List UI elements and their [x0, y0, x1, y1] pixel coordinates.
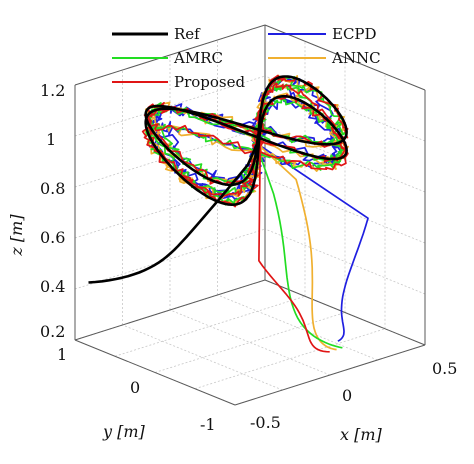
axes-box — [74, 24, 426, 406]
legend-entry-annc: ANNC — [268, 49, 381, 67]
z-tick-label: 0.2 — [40, 322, 65, 341]
grid-line — [74, 126, 266, 188]
x-axis-label: x [m] — [340, 425, 383, 444]
legend: Ref ECPD AMRC ANNC Proposed — [112, 25, 381, 91]
grid-line — [154, 312, 346, 373]
axis-edge — [74, 279, 266, 341]
z-tick-label: 0.4 — [40, 277, 65, 296]
z-tick-label: 0.6 — [40, 228, 65, 247]
grid-line — [169, 309, 331, 376]
grid-line — [217, 294, 378, 361]
grid-line — [122, 324, 283, 391]
x-tick-label: -0.5 — [250, 413, 281, 432]
grid-line — [264, 228, 426, 295]
grid-line — [74, 177, 266, 239]
axis-edge — [234, 344, 426, 406]
legend-label-amrc: AMRC — [173, 49, 223, 67]
y-tick-label: 0 — [130, 378, 140, 397]
x-tick-label: 0 — [342, 386, 352, 405]
grid-line — [264, 126, 426, 193]
y-axis-label: y [m] — [102, 422, 146, 441]
legend-entry-ecpd: ECPD — [268, 25, 377, 43]
y-tick-label: 1 — [57, 345, 67, 364]
legend-label-ref: Ref — [174, 25, 201, 43]
legend-label-ecpd: ECPD — [332, 25, 377, 43]
series-line-ref — [88, 75, 348, 284]
legend-entry-ref: Ref — [112, 25, 201, 43]
grid-line — [114, 295, 306, 357]
z-tick-labels: 0.2 0.4 0.6 0.8 1 1.2 — [40, 81, 65, 341]
x-tick-label: 0.5 — [432, 359, 457, 378]
legend-entry-proposed: Proposed — [112, 73, 246, 91]
z-axis-label: z [m] — [7, 214, 26, 257]
axis-edge — [264, 24, 426, 91]
grid-line — [264, 177, 426, 244]
x-tick-labels: -0.5 0 0.5 — [250, 359, 457, 432]
z-tick-label: 0.8 — [40, 179, 65, 198]
y-tick-labels: 1 0 -1 — [57, 345, 216, 434]
z-tick-label: 1 — [46, 130, 56, 149]
grid-line — [74, 228, 266, 290]
grid-line — [74, 75, 266, 137]
axis-edge — [74, 339, 236, 406]
axis-edge — [74, 24, 266, 86]
grid-line — [264, 75, 426, 142]
legend-entry-amrc: AMRC — [112, 49, 223, 67]
z-tick-label: 1.2 — [40, 81, 65, 100]
series-layer — [88, 74, 369, 353]
y-tick-label: -1 — [200, 415, 216, 434]
legend-label-proposed: Proposed — [174, 73, 246, 91]
legend-label-annc: ANNC — [331, 49, 381, 67]
axis-edge — [264, 279, 426, 346]
grid-line — [194, 328, 386, 390]
